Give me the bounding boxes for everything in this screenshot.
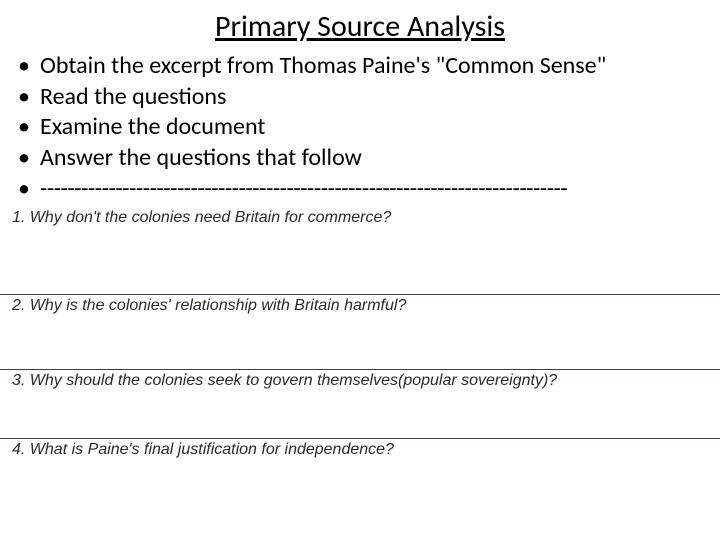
- list-item: Examine the document: [18, 112, 720, 143]
- question-text: 1. Why don't the colonies need Britain f…: [12, 209, 720, 227]
- question-block: 3. Why should the colonies seek to gover…: [0, 370, 720, 438]
- question-block: 1. Why don't the colonies need Britain f…: [0, 207, 720, 294]
- question-text: 3. Why should the colonies seek to gover…: [12, 372, 720, 390]
- list-item-divider: ----------------------------------------…: [18, 174, 720, 205]
- question-text: 2. Why is the colonies' relationship wit…: [12, 297, 720, 315]
- questions-section: 1. Why don't the colonies need Britain f…: [0, 207, 720, 499]
- list-item: Answer the questions that follow: [18, 143, 720, 174]
- question-text: 4. What is Paine's final justification f…: [12, 441, 720, 459]
- list-item: Obtain the excerpt from Thomas Paine's "…: [18, 51, 720, 82]
- list-item: Read the questions: [18, 82, 720, 113]
- instruction-list: Obtain the excerpt from Thomas Paine's "…: [0, 51, 720, 205]
- page-title: Primary Source Analysis: [0, 0, 720, 51]
- question-block: 4. What is Paine's final justification f…: [0, 439, 720, 499]
- question-block: 2. Why is the colonies' relationship wit…: [0, 295, 720, 369]
